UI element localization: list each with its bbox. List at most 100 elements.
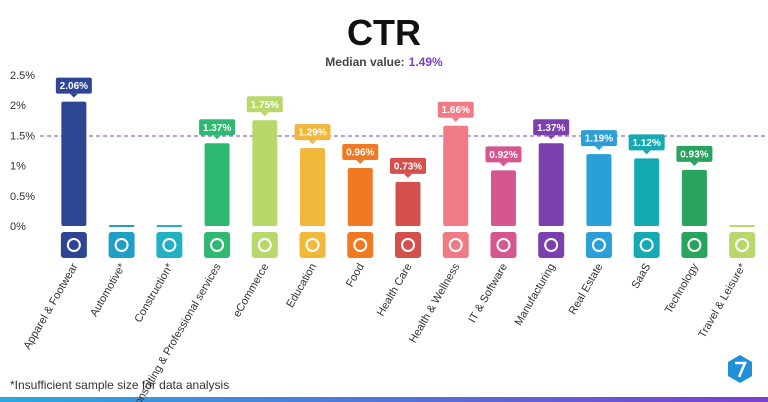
icon — [353, 238, 368, 252]
icon — [114, 238, 129, 252]
bar — [252, 120, 278, 226]
chart-title: CTR — [347, 12, 421, 53]
median-value: 1.49% — [409, 55, 443, 69]
icon-box — [347, 232, 374, 258]
icon — [210, 238, 225, 252]
value-label-pointer — [690, 161, 699, 166]
value-label-box — [390, 157, 426, 174]
median-label: Median value: — [325, 55, 404, 69]
y-tick-label: 0.5% — [10, 191, 35, 203]
x-tick-label: eCommerce — [231, 262, 271, 320]
value-label-box — [55, 77, 92, 94]
value-label-box — [676, 145, 713, 162]
value-label-box — [533, 119, 570, 136]
value-label: 0.92% — [489, 150, 517, 161]
icon-box — [156, 232, 183, 258]
y-tick-label: 0% — [10, 221, 26, 233]
icon — [162, 238, 177, 252]
icon — [735, 238, 750, 252]
logo — [728, 355, 752, 383]
value-label-pointer — [308, 140, 317, 145]
value-label: 1.37% — [537, 123, 565, 134]
value-label-pointer — [499, 162, 508, 167]
icon — [305, 238, 320, 252]
icon-box — [538, 232, 565, 258]
icon-box — [251, 232, 278, 258]
y-tick-label: 2% — [10, 100, 26, 112]
value-label-pointer — [594, 146, 603, 151]
value-label-box — [628, 134, 665, 151]
value-label-pointer — [451, 117, 460, 122]
icon-box — [204, 232, 231, 258]
value-label: 0.93% — [680, 149, 708, 160]
x-tick-label: SaaS — [629, 262, 653, 291]
x-tick-label: Manufacturing — [513, 262, 558, 328]
value-label-box — [485, 146, 522, 163]
icon — [639, 238, 654, 252]
icon-box — [60, 232, 87, 258]
icon — [591, 238, 606, 252]
y-tick-label: 1% — [10, 161, 26, 173]
icon-box — [633, 232, 660, 258]
x-tick-label: Real Estate — [567, 262, 606, 317]
icon — [687, 238, 702, 252]
value-label-pointer — [404, 173, 412, 178]
icon-box — [729, 232, 756, 258]
value-label-box — [437, 101, 474, 118]
icon — [257, 238, 272, 252]
bar — [300, 148, 326, 226]
value-label: 0.73% — [394, 161, 422, 172]
bar — [538, 143, 564, 226]
bottom-strip — [0, 397, 768, 402]
value-label-box — [246, 96, 283, 113]
y-tick-label: 2.5% — [10, 70, 35, 82]
bar — [586, 154, 612, 226]
value-label: 1.12% — [632, 138, 660, 149]
value-label-box — [580, 130, 617, 147]
bar — [395, 181, 421, 226]
value-label: 1.19% — [585, 134, 613, 145]
value-label-pointer — [547, 135, 556, 140]
value-label-pointer — [642, 150, 651, 155]
icon-box — [442, 232, 469, 258]
y-tick-label: 1.5% — [10, 130, 35, 142]
no-data-stub — [156, 225, 182, 227]
value-label: 1.29% — [298, 128, 326, 139]
bar — [443, 125, 469, 226]
x-tick-label: Health & Wellness — [407, 261, 462, 345]
value-label-pointer — [260, 112, 269, 117]
no-data-stub — [729, 225, 755, 227]
value-label: 1.75% — [251, 100, 279, 111]
bar — [490, 170, 516, 226]
x-tick-label: Apparel & Footwear — [21, 261, 80, 351]
value-label: 1.66% — [442, 105, 470, 116]
value-label-pointer — [356, 160, 365, 165]
x-tick-label: Health Care — [375, 262, 415, 319]
value-label-pointer — [213, 135, 222, 140]
icon — [401, 238, 415, 252]
icon-box — [585, 232, 612, 258]
value-label-box — [294, 124, 331, 141]
icon — [66, 238, 81, 252]
footnote: *Insufficient sample size for data analy… — [10, 378, 229, 392]
bar — [61, 101, 87, 226]
x-tick-label: Education — [284, 262, 319, 310]
icon-box — [681, 232, 708, 258]
icon-box — [395, 232, 421, 258]
icon — [544, 238, 559, 252]
bar — [634, 158, 660, 226]
subtitle: Median value: 1.49% — [325, 55, 443, 69]
value-label-box — [199, 119, 236, 136]
value-label-box — [342, 144, 379, 161]
value-label: 1.37% — [203, 123, 231, 134]
bar — [347, 168, 373, 226]
logo-glyph — [735, 361, 747, 378]
icon — [496, 238, 511, 252]
bar — [681, 169, 707, 226]
value-label: 2.06% — [60, 81, 88, 92]
bar — [204, 143, 230, 226]
icon-box — [108, 232, 135, 258]
icon-box — [490, 232, 517, 258]
x-tick-label: Automotive* — [88, 261, 128, 319]
